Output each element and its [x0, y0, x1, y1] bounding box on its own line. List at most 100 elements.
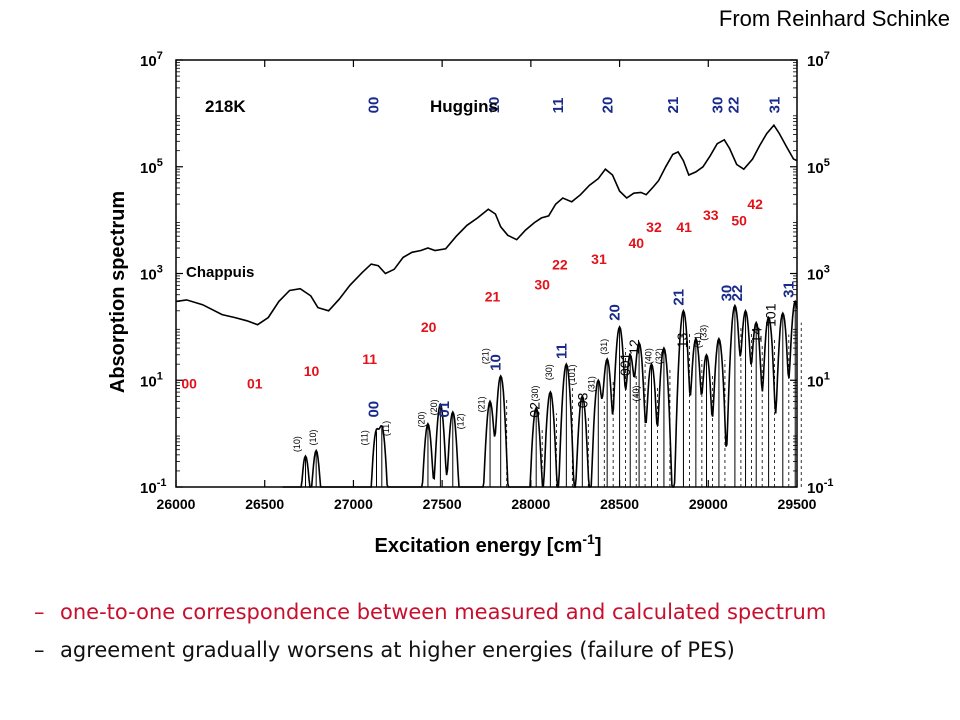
measured-bottom-label: 00	[181, 376, 197, 392]
measured-bottom-label: 42	[747, 196, 763, 212]
calculated-label-small: (31)	[587, 376, 597, 392]
x-tick-label: 28500	[600, 496, 639, 512]
tick-exponent: 5	[824, 157, 830, 169]
calculated-label-small: (11)	[381, 421, 391, 436]
bullet-dash: –	[34, 600, 45, 624]
axis-ticks: 26000 26500 27000 27500 28000 28500 29000 29500…	[140, 50, 833, 512]
calculated-label-black: 13	[674, 332, 690, 348]
x-axis-label-exponent: -1	[582, 531, 595, 547]
calculated-label-small: (31)	[599, 339, 609, 355]
y-tick-label-left: 103	[140, 264, 163, 284]
calculated-label-small: (21)	[480, 348, 490, 364]
x-tick-label: 26500	[245, 496, 284, 512]
tick-base: 10	[807, 160, 824, 177]
measured-top-label: 21	[665, 97, 682, 114]
calculated-label-blue: 10	[488, 354, 505, 371]
absorption-spectrum-chart: 26000 26500 27000 27500 28000 28500 29000 29500…	[107, 50, 833, 557]
x-axis-label: Excitation energy [cm-1]	[375, 531, 602, 557]
calculated-label-small: (12)	[455, 413, 465, 429]
measured-top-label: 00	[365, 97, 382, 114]
bullet-text: agreement gradually worsens at higher en…	[60, 638, 735, 662]
calculated-label-small: (32)	[654, 348, 664, 364]
calculated-spectrum-curve	[282, 299, 798, 488]
calculated-label-black: 12	[626, 339, 642, 355]
y-tick-label-right: 105	[807, 157, 830, 177]
tick-exponent: 7	[824, 50, 830, 62]
calculated-label-small: (30)	[530, 385, 540, 401]
tick-base: 10	[807, 373, 824, 390]
tick-base: 10	[140, 267, 157, 284]
calculated-label-small: (33)	[699, 325, 709, 341]
measured-top-label: 20	[599, 97, 616, 114]
measured-bottom-label: 10	[304, 363, 320, 379]
calculated-lines	[305, 301, 802, 487]
measured-bottom-label: 21	[485, 288, 501, 304]
measured-top-label: 31	[766, 97, 783, 114]
y-tick-label-right: 10-1	[807, 477, 833, 497]
measured-bottom-label: 22	[552, 256, 568, 272]
tick-exponent: 1	[157, 370, 163, 382]
measured-top-label: 22	[725, 97, 742, 114]
calculated-label-small: (41)	[693, 332, 703, 348]
huggins-label: Huggins	[430, 97, 498, 116]
tick-exponent: 3	[824, 264, 830, 276]
calculated-label-blue: 22	[729, 285, 746, 302]
y-tick-label-left: 107	[140, 50, 163, 70]
tick-base: 10	[807, 267, 824, 284]
x-tick-label: 27000	[334, 496, 373, 512]
calculated-label-small: (101)	[567, 364, 577, 385]
calculated-label-blue: 01	[436, 401, 453, 418]
calculated-label-blue: 21	[670, 289, 687, 306]
x-tick-label: 29500	[778, 496, 817, 512]
measured-top-label: 11	[550, 98, 567, 114]
bullet-item: – one-to-one correspondence between meas…	[34, 600, 934, 624]
y-tick-label-left: 101	[140, 370, 163, 390]
calculated-label-blue: 31	[780, 281, 797, 298]
tick-base: 10	[807, 480, 824, 497]
x-tick-label: 27500	[423, 496, 462, 512]
calculated-label-black: 14	[749, 327, 765, 343]
calculated-label-small: (20)	[416, 412, 426, 428]
calculated-label-small: (40)	[644, 348, 654, 364]
y-tick-label-right: 103	[807, 264, 830, 284]
x-tick-label: 29000	[689, 496, 728, 512]
x-tick-label: 26000	[157, 496, 196, 512]
calculated-label-small: (40)	[631, 385, 641, 401]
calculated-label-small: (11)	[360, 430, 370, 445]
credit-text: From Reinhard Schinke	[718, 6, 950, 31]
tick-base: 10	[140, 53, 157, 70]
temperature-label: 218K	[205, 97, 246, 116]
y-tick-label-right: 107	[807, 50, 830, 70]
measured-bottom-label: 33	[703, 207, 719, 223]
tick-exponent: 7	[157, 50, 163, 62]
calculated-label-small: (21)	[477, 396, 487, 412]
tick-base: 10	[140, 373, 157, 390]
calculated-label-black: 03	[575, 392, 591, 408]
measured-top-label: 30	[709, 97, 726, 114]
calculated-label-black: 101	[763, 303, 779, 327]
measured-bottom-label: 30	[534, 277, 550, 293]
tick-exponent: -1	[157, 477, 167, 489]
calculated-label-blue: 00	[365, 401, 382, 418]
measured-bottom-label: 50	[731, 212, 747, 228]
measured-spectrum-curve	[175, 123, 798, 326]
measured-bottom-label: 01	[247, 376, 263, 392]
calculated-label-small: (10)	[292, 436, 302, 452]
measured-top-label: 10	[486, 97, 503, 114]
y-tick-label-right: 101	[807, 370, 830, 390]
measured-bottom-label: 31	[591, 251, 607, 267]
calculated-label-small: (30)	[544, 364, 554, 380]
tick-base: 10	[140, 480, 157, 497]
chappuis-label: Chappuis	[186, 264, 254, 281]
tick-exponent: -1	[824, 477, 834, 489]
x-tick-label: 28000	[511, 496, 550, 512]
bullet-text: one-to-one correspondence between measur…	[60, 600, 827, 624]
calculated-label-blue: 11	[553, 343, 570, 359]
calculated-label-black: 001	[617, 352, 633, 376]
tick-exponent: 3	[157, 264, 163, 276]
tick-base: 10	[807, 53, 824, 70]
measured-bottom-label: 40	[628, 235, 644, 251]
bullet-item: – agreement gradually worsens at higher …	[34, 638, 934, 662]
x-axis-label-main: Excitation energy [cm	[375, 535, 583, 557]
calculated-label-blue: 20	[607, 304, 624, 321]
